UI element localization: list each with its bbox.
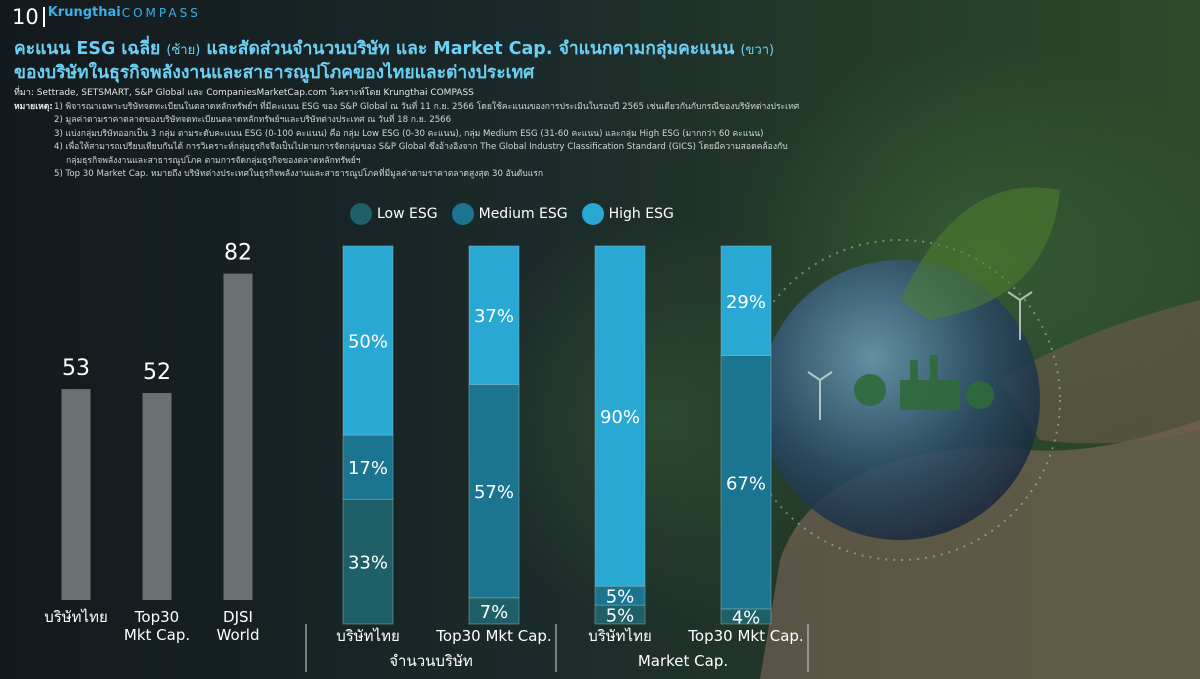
title-line-2: ของบริษัทในธุรกิจพลังงานและสาธารณูปโภคขอ…	[14, 63, 535, 83]
score-category-label: DJSI	[223, 608, 253, 626]
notes-label: หมายเหตุ:	[14, 102, 53, 112]
legend-low-swatch	[350, 203, 372, 225]
share-segment-high-esg	[594, 245, 646, 587]
legend-high: High ESG	[581, 203, 674, 225]
score-category-label: Mkt Cap.	[124, 626, 190, 644]
note-3: 3) แบ่งกลุ่มบริษัทออกเป็น 3 กลุ่ม ตามระด…	[54, 128, 764, 139]
legend-medium-label: Medium ESG	[478, 206, 568, 222]
share-value-label: 90%	[600, 407, 640, 428]
share-segment-high-esg	[342, 245, 394, 436]
title-part-c: และสัดส่วนจำนวนบริษัท และ Market Cap. จำ…	[206, 39, 735, 59]
note-1: 1) พิจารณาเฉพาะบริษัทจดทะเบียนในตลาดหลัก…	[54, 102, 800, 112]
share-segment-high-esg	[720, 245, 772, 357]
share-segment-high-esg	[468, 245, 520, 385]
share-category-label: บริษัทไทย	[588, 627, 652, 645]
group-label: Market Cap.	[638, 652, 728, 670]
share-category-label: Top30 Mkt Cap.	[687, 627, 803, 645]
share-value-label: 33%	[348, 553, 388, 574]
source-text: ที่มา: Settrade, SETSMART, S&P Global แล…	[14, 88, 474, 98]
page-header: 10 Krungthai COMPASS	[12, 5, 201, 29]
note-5: 5) Top 30 Market Cap. หมายถึง บริษัทต่าง…	[54, 169, 544, 180]
group-label: จำนวนบริษัท	[389, 652, 473, 670]
legend-low-label: Low ESG	[377, 206, 438, 222]
share-segment-medium-esg	[720, 355, 772, 610]
score-bar	[61, 389, 91, 600]
legend-low: Low ESG	[350, 203, 438, 225]
share-value-label: 67%	[726, 473, 766, 494]
share-value-label: 4%	[732, 607, 761, 628]
page-title: คะแนน ESG เฉลี่ย (ซ้าย) และสัดส่วนจำนวนบ…	[14, 38, 774, 84]
share-segment-medium-esg	[342, 434, 394, 500]
legend-high-swatch	[581, 203, 604, 225]
score-category-label: บริษัทไทย	[44, 608, 108, 626]
share-value-label: 37%	[474, 306, 514, 327]
score-category-label: Top30	[134, 608, 179, 626]
title-right-note: (ขวา)	[740, 43, 775, 58]
score-bar	[223, 273, 253, 600]
share-value-label: 5%	[606, 587, 635, 608]
score-bar	[142, 393, 172, 600]
legend-medium: Medium ESG	[451, 203, 568, 225]
notes: หมายเหตุ: 1) พิจารณาเฉพาะบริษัทจดทะเบียน…	[14, 101, 844, 181]
share-value-label: 5%	[606, 606, 635, 627]
score-value-label: 82	[224, 241, 252, 266]
note-4-cont: กลุ่มธุรกิจพลังงานและสาธารณูปโภค ตามการจ…	[66, 155, 361, 166]
share-category-label: Top30 Mkt Cap.	[435, 627, 551, 645]
share-value-label: 57%	[474, 482, 514, 503]
esg-share-stacked-chart: 33% 17% 50% บริษัทไทย 7% 57% 37% Top30 Mkt Cap.…	[305, 245, 809, 672]
brand-name: Krungthai	[47, 5, 121, 20]
chart-legend: Low ESG Medium ESG High ESG	[350, 203, 674, 225]
legend-medium-swatch	[451, 203, 474, 225]
share-value-label: 50%	[348, 332, 388, 353]
share-value-label: 17%	[348, 458, 388, 479]
score-value-label: 53	[62, 356, 90, 381]
brand-product: COMPASS	[121, 6, 201, 20]
share-segment-low-esg	[468, 597, 520, 625]
header-divider	[42, 7, 45, 27]
note-2: 2) มูลค่าตามราคาตลาดของบริษัทจดทะเบียนตล…	[54, 115, 452, 126]
share-category-label: บริษัทไทย	[336, 627, 400, 645]
legend-high-label: High ESG	[608, 206, 674, 222]
note-4: 4) เพื่อให้สามารถเปรียบเทียบกันได้ การวิ…	[54, 142, 788, 153]
score-category-label: World	[217, 626, 260, 644]
share-value-label: 29%	[726, 292, 766, 313]
share-value-label: 7%	[480, 602, 509, 623]
share-segment-low-esg	[342, 498, 394, 625]
title-part-a: คะแนน ESG เฉลี่ย	[14, 39, 161, 59]
score-value-label: 52	[143, 360, 171, 385]
page-number: 10	[12, 5, 39, 29]
title-left-note: (ซ้าย)	[166, 43, 201, 58]
